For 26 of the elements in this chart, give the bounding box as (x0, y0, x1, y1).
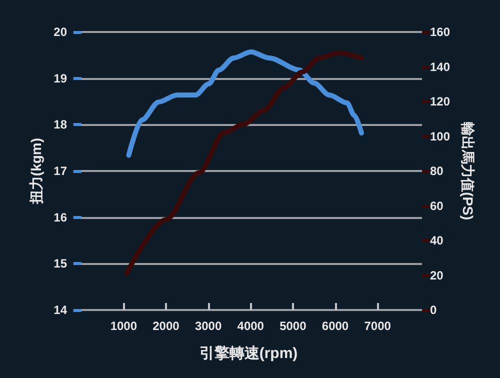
y-tick-label: 18 (54, 118, 68, 132)
y2-axis-title: 輸出馬力值(PS) (460, 121, 476, 220)
x-tick-label: 2000 (152, 319, 180, 333)
y-axis-title: 扭力(kgm) (28, 138, 44, 206)
x-tick-label: 4000 (237, 319, 264, 333)
y2-tick-label: 40 (430, 234, 444, 248)
y-tick-label: 16 (54, 210, 68, 224)
y2-tick-label: 20 (430, 268, 444, 282)
y2-tick-label: 140 (430, 60, 450, 74)
y-tick-label: 14 (54, 303, 68, 317)
x-tick-label: 5000 (280, 319, 307, 333)
y-tick-label: 17 (54, 164, 68, 178)
y2-tick-label: 120 (430, 94, 450, 108)
x-tick-label: 1000 (110, 319, 138, 333)
y2-tick-label: 100 (430, 129, 450, 144)
x-tick-label: 3000 (194, 319, 222, 333)
y-tick-label: 19 (54, 71, 68, 86)
x-axis-title: 引擎轉速(rpm) (199, 345, 298, 362)
y-tick-label: 15 (54, 256, 68, 271)
x-tick-label: 6000 (322, 319, 349, 333)
y2-tick-label: 0 (430, 303, 437, 317)
y2-tick-label: 80 (430, 164, 444, 178)
y2-tick-label: 60 (430, 198, 444, 213)
y-tick-label: 20 (54, 25, 68, 39)
y2-tick-label: 160 (430, 25, 450, 39)
x-tick-label: 7000 (364, 319, 392, 333)
